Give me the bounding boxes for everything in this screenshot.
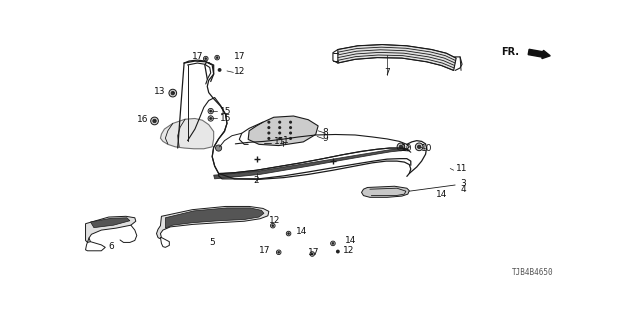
Polygon shape [165,208,264,228]
Circle shape [311,253,313,255]
Text: 3: 3 [461,179,467,188]
Polygon shape [161,118,214,149]
Circle shape [278,137,281,140]
Circle shape [286,231,291,236]
Circle shape [289,121,292,124]
Text: 11: 11 [274,137,285,146]
Text: 11: 11 [456,164,468,173]
Polygon shape [362,186,410,197]
Text: 5: 5 [209,238,215,247]
Polygon shape [214,149,408,179]
Circle shape [171,92,175,95]
Polygon shape [86,216,136,243]
Circle shape [268,132,271,134]
Text: 6: 6 [108,242,114,251]
Circle shape [210,117,212,120]
Text: 12: 12 [343,246,354,255]
Text: 17: 17 [259,246,270,255]
Circle shape [271,223,275,228]
Circle shape [208,108,213,114]
Circle shape [218,68,221,72]
Circle shape [268,126,271,129]
Circle shape [399,145,403,148]
Circle shape [278,132,281,134]
Circle shape [268,137,271,140]
FancyArrow shape [528,49,550,59]
Circle shape [289,132,292,134]
Text: FR.: FR. [500,47,518,57]
Text: 15: 15 [220,114,231,123]
Circle shape [216,145,221,151]
Text: 1: 1 [284,136,289,145]
Text: TJB4B4650: TJB4B4650 [512,268,554,277]
Text: 14: 14 [436,190,448,199]
Circle shape [204,56,208,61]
Text: 10: 10 [401,144,413,153]
Circle shape [331,241,335,246]
Text: 8: 8 [323,128,328,137]
Text: 14: 14 [345,236,356,245]
Circle shape [278,251,280,253]
Polygon shape [338,44,456,70]
Circle shape [150,117,158,125]
Text: 17: 17 [192,52,204,61]
Polygon shape [248,116,318,146]
Circle shape [215,55,220,60]
Circle shape [415,143,423,151]
Circle shape [310,252,314,256]
Circle shape [287,233,289,235]
Circle shape [208,116,213,121]
Text: 12: 12 [234,67,246,76]
Circle shape [169,89,177,97]
Circle shape [210,110,212,112]
Circle shape [417,145,421,148]
Circle shape [272,225,274,227]
Circle shape [289,126,292,129]
Polygon shape [157,206,269,238]
Text: 4: 4 [461,185,467,195]
Text: 15: 15 [220,107,231,116]
Text: 10: 10 [421,144,432,153]
Circle shape [397,143,404,151]
Text: 9: 9 [323,134,328,143]
Circle shape [153,119,156,123]
Text: 17: 17 [308,248,320,257]
Circle shape [278,121,281,124]
Circle shape [205,58,207,60]
Text: 13: 13 [154,87,165,96]
Circle shape [336,250,340,253]
Text: 12: 12 [269,216,280,225]
Circle shape [289,137,292,140]
Text: 16: 16 [136,115,148,124]
Circle shape [278,126,281,129]
Text: 14: 14 [296,227,307,236]
Circle shape [332,243,334,244]
Text: 7: 7 [384,68,390,77]
Text: 17: 17 [234,52,246,61]
Polygon shape [90,218,130,228]
Circle shape [276,250,281,255]
Circle shape [268,121,271,124]
Circle shape [216,57,218,59]
Text: 2: 2 [253,176,259,185]
